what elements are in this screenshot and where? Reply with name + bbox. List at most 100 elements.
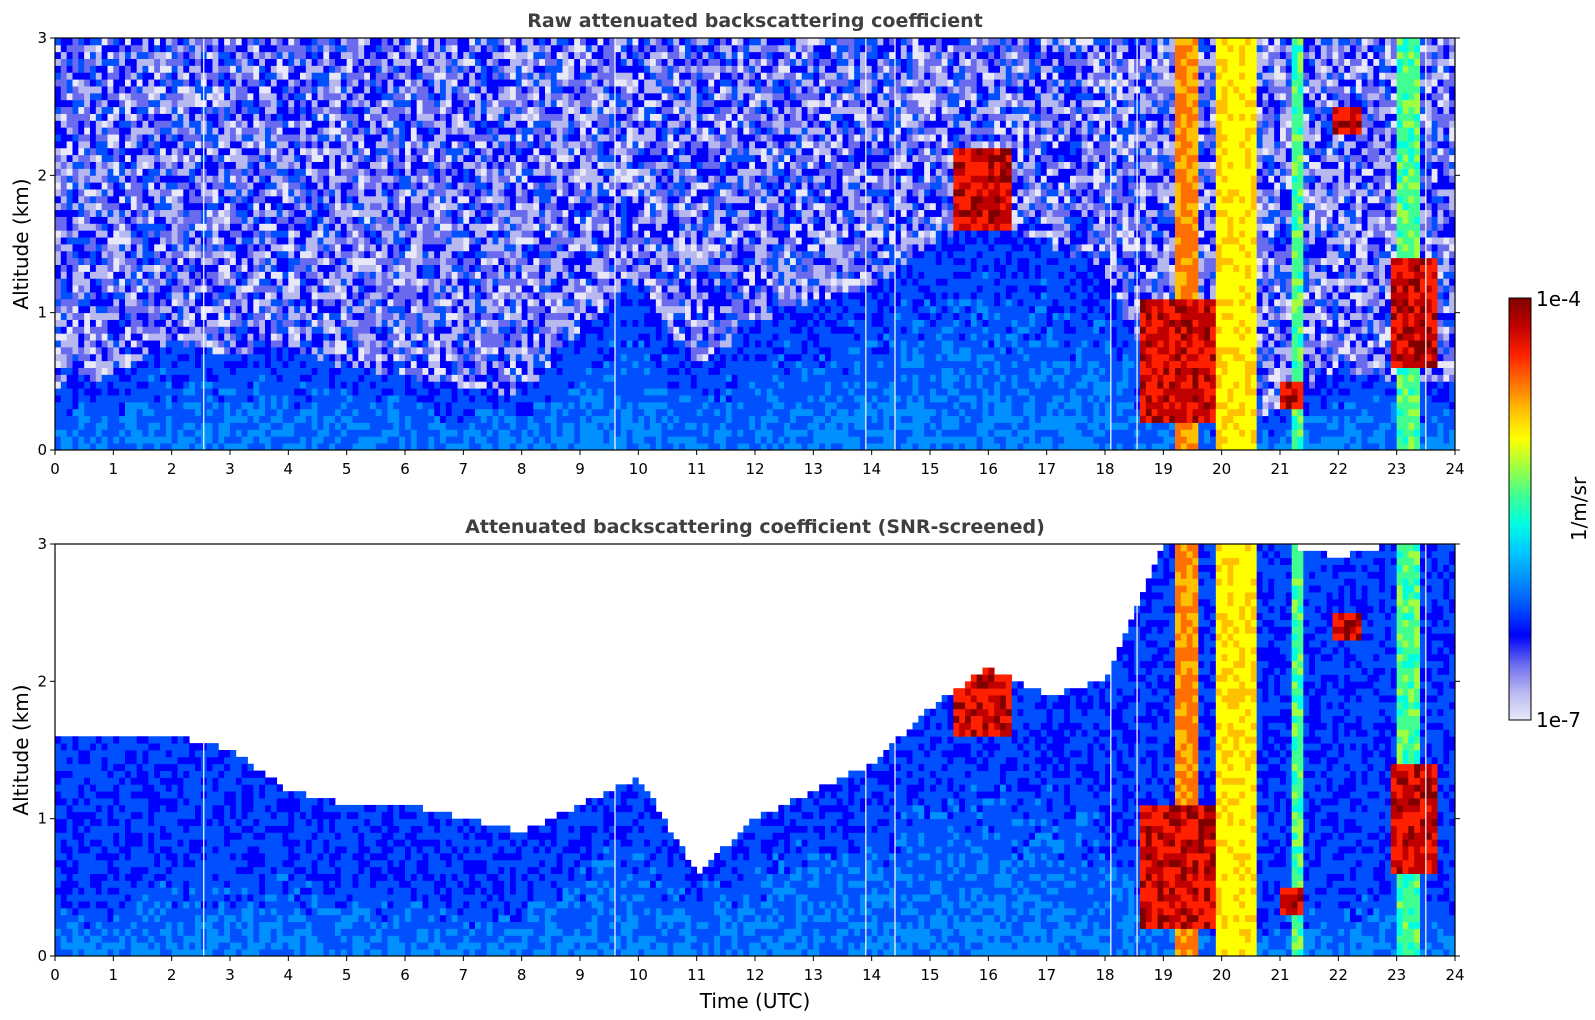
heatmap-cell <box>515 292 523 300</box>
heatmap-cell <box>381 175 388 183</box>
heatmap-cell <box>434 319 441 327</box>
heatmap-cell <box>90 202 97 211</box>
heatmap-cell <box>230 244 237 252</box>
heatmap-cell <box>416 443 423 450</box>
heatmap-cell <box>416 292 423 300</box>
heatmap-cell <box>154 182 161 190</box>
heatmap-cell <box>422 127 429 135</box>
heatmap-cell <box>393 79 400 87</box>
heatmap-cell <box>55 161 62 169</box>
heatmap-cell <box>370 443 377 450</box>
heatmap-cell <box>370 381 377 389</box>
heatmap-cell <box>504 292 511 300</box>
heatmap-cell <box>90 278 97 286</box>
heatmap-cell <box>154 401 161 410</box>
heatmap-cell <box>422 86 429 94</box>
heatmap-cell <box>294 147 301 156</box>
heatmap-cell <box>247 298 254 307</box>
heatmap-cell <box>521 92 528 101</box>
heatmap-cell <box>218 44 225 53</box>
heatmap-cell <box>241 278 248 286</box>
heatmap-cell <box>457 147 464 156</box>
heatmap-cell <box>288 278 295 286</box>
heatmap-cell <box>177 285 184 293</box>
heatmap-cell <box>416 285 423 293</box>
heatmap-cell <box>165 209 173 217</box>
heatmap-cell <box>405 58 412 66</box>
heatmap-cell <box>352 422 359 430</box>
heatmap-cell <box>148 347 155 355</box>
heatmap-cell <box>358 422 365 430</box>
heatmap-cell <box>66 79 73 87</box>
heatmap-cell <box>119 92 126 101</box>
heatmap-cell <box>113 395 120 403</box>
heatmap-cell <box>247 113 254 121</box>
heatmap-cell <box>183 347 190 355</box>
heatmap-cell <box>329 415 336 423</box>
heatmap-cell <box>381 79 388 87</box>
heatmap-cell <box>475 86 482 94</box>
heatmap-cell <box>340 58 348 66</box>
heatmap-cell <box>329 216 336 224</box>
heatmap-cell <box>230 333 237 341</box>
heatmap-cell <box>235 223 243 231</box>
heatmap-cell <box>451 161 458 169</box>
heatmap-cell <box>539 436 546 444</box>
heatmap-cell <box>265 319 272 327</box>
heatmap-cell <box>119 189 126 197</box>
heatmap-cell <box>224 443 231 450</box>
heatmap-cell <box>521 195 528 204</box>
heatmap-cell <box>235 38 243 46</box>
heatmap-cell <box>259 237 266 245</box>
heatmap-cell <box>253 381 260 389</box>
heatmap-cell <box>189 216 196 224</box>
heatmap-cell <box>125 58 132 66</box>
heatmap-cell <box>428 86 435 94</box>
heatmap-cell <box>422 271 429 279</box>
heatmap-cell <box>375 141 383 149</box>
heatmap-cell <box>335 195 342 204</box>
heatmap-cell <box>142 106 149 114</box>
heatmap-cell <box>358 141 365 149</box>
heatmap-cell <box>364 422 371 430</box>
heatmap-cell <box>282 230 289 238</box>
heatmap-cell <box>265 264 272 272</box>
heatmap-cell <box>107 38 114 46</box>
heatmap-cell <box>235 99 243 108</box>
heatmap-cell <box>300 408 307 417</box>
heatmap-cell <box>241 340 248 348</box>
heatmap-cell <box>218 298 225 307</box>
heatmap-cell <box>498 257 505 265</box>
heatmap-cell <box>399 298 406 307</box>
heatmap-cell <box>218 271 225 279</box>
heatmap-cell <box>527 168 534 176</box>
heatmap-cell <box>212 271 219 279</box>
heatmap-cell <box>335 44 342 53</box>
heatmap-cell <box>370 264 377 272</box>
heatmap-cell <box>90 134 97 142</box>
heatmap-cell <box>218 278 225 286</box>
heatmap-cell <box>224 360 231 368</box>
heatmap-cell <box>469 106 476 114</box>
heatmap-cell <box>451 388 458 396</box>
heatmap-cell <box>521 216 528 224</box>
heatmap-cell <box>101 134 108 142</box>
heatmap-cell <box>95 319 103 327</box>
heatmap-cell <box>340 154 348 162</box>
heatmap-cell <box>160 65 167 73</box>
heatmap-cell <box>130 312 138 320</box>
heatmap-cell <box>504 113 511 121</box>
heatmap-cell <box>265 374 272 382</box>
heatmap-cell <box>218 86 225 94</box>
heatmap-cell <box>171 237 178 245</box>
heatmap-cell <box>381 367 388 375</box>
heatmap-cell <box>160 223 167 231</box>
heatmap-cell <box>352 395 359 403</box>
heatmap-cell <box>66 65 73 73</box>
heatmap-cell <box>329 326 336 334</box>
heatmap-cell <box>218 202 225 211</box>
heatmap-cell <box>434 120 441 128</box>
heatmap-cell <box>265 388 272 396</box>
heatmap-cell <box>358 65 365 73</box>
heatmap-cell <box>311 189 318 197</box>
